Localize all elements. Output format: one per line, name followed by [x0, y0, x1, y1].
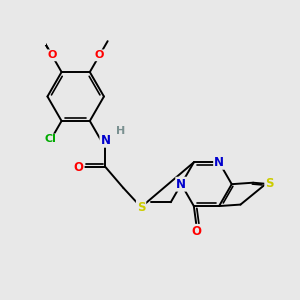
Text: O: O — [38, 35, 46, 45]
Text: H: H — [116, 126, 125, 136]
Text: N: N — [100, 134, 110, 147]
Text: O: O — [47, 50, 57, 60]
Text: Cl: Cl — [45, 134, 57, 145]
Text: O: O — [74, 160, 84, 173]
Text: S: S — [137, 201, 145, 214]
Text: O: O — [192, 225, 202, 238]
Text: N: N — [176, 178, 186, 191]
Text: S: S — [265, 177, 274, 190]
Text: N: N — [214, 156, 224, 169]
Text: O: O — [95, 50, 104, 60]
